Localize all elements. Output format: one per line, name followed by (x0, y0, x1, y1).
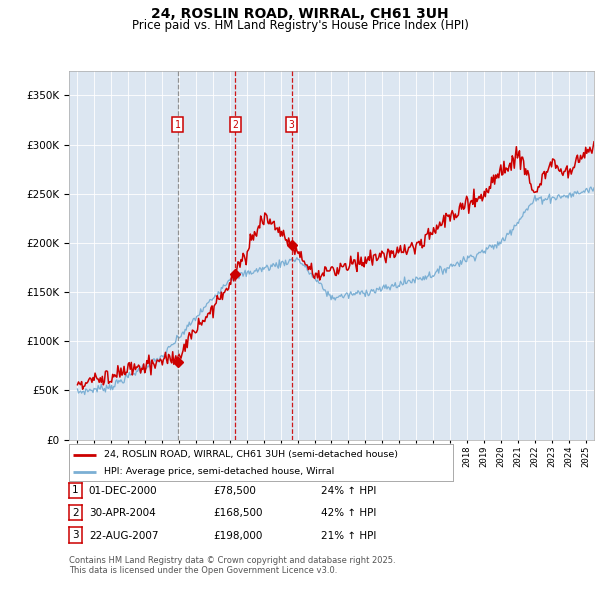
Text: 24, ROSLIN ROAD, WIRRAL, CH61 3UH (semi-detached house): 24, ROSLIN ROAD, WIRRAL, CH61 3UH (semi-… (104, 450, 398, 459)
Text: 3: 3 (289, 120, 295, 130)
Text: 30-APR-2004: 30-APR-2004 (89, 509, 155, 518)
Text: 24, ROSLIN ROAD, WIRRAL, CH61 3UH: 24, ROSLIN ROAD, WIRRAL, CH61 3UH (151, 7, 449, 21)
Text: 21% ↑ HPI: 21% ↑ HPI (321, 531, 376, 540)
Text: 3: 3 (72, 530, 79, 540)
Text: Price paid vs. HM Land Registry's House Price Index (HPI): Price paid vs. HM Land Registry's House … (131, 19, 469, 32)
Text: 42% ↑ HPI: 42% ↑ HPI (321, 509, 376, 518)
Text: Contains HM Land Registry data © Crown copyright and database right 2025.
This d: Contains HM Land Registry data © Crown c… (69, 556, 395, 575)
Text: HPI: Average price, semi-detached house, Wirral: HPI: Average price, semi-detached house,… (104, 467, 334, 476)
Text: 22-AUG-2007: 22-AUG-2007 (89, 531, 158, 540)
Text: 24% ↑ HPI: 24% ↑ HPI (321, 486, 376, 496)
Text: 2: 2 (233, 120, 238, 130)
Text: 1: 1 (72, 486, 79, 495)
Text: 2: 2 (72, 508, 79, 517)
Text: £168,500: £168,500 (213, 509, 263, 518)
Text: 1: 1 (175, 120, 181, 130)
Text: £198,000: £198,000 (213, 531, 262, 540)
Text: 01-DEC-2000: 01-DEC-2000 (89, 486, 157, 496)
Text: £78,500: £78,500 (213, 486, 256, 496)
